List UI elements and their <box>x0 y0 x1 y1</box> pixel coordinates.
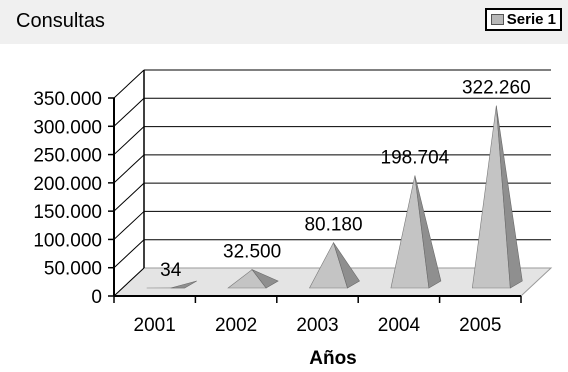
data-label: 34 <box>160 260 182 281</box>
y-tick-label: 50.000 <box>44 259 102 280</box>
data-label: 80.180 <box>304 215 362 236</box>
gridline-side <box>113 182 145 212</box>
gridline-side <box>113 154 145 184</box>
gridline-side <box>113 267 145 297</box>
pyramid-side-face <box>170 280 197 289</box>
legend: Serie 1 <box>484 8 562 31</box>
x-tick-label: 2002 <box>215 315 257 336</box>
x-axis-title: Años <box>309 348 357 369</box>
pyramid-side-face <box>251 268 279 289</box>
legend-label: Serie 1 <box>506 11 556 28</box>
y-tick-label: 250.000 <box>33 146 102 167</box>
y-tick-label: 300.000 <box>33 117 102 138</box>
legend-swatch <box>490 14 504 25</box>
pyramid-side-face <box>414 175 442 289</box>
x-tick-label: 2001 <box>134 315 176 336</box>
gridline-side <box>113 126 145 155</box>
gridline-side <box>113 97 145 127</box>
y-tick-label: 350.000 <box>33 89 102 110</box>
gridline-side <box>113 211 145 240</box>
x-tick-label: 2005 <box>459 315 501 336</box>
y-tick-label: 100.000 <box>33 230 102 251</box>
y-tick-label: 150.000 <box>33 202 102 223</box>
data-label: 32.500 <box>223 242 281 263</box>
pyramid-side-face <box>496 105 523 289</box>
pyramid-side-face <box>333 242 360 289</box>
y-tick-label: 200.000 <box>33 174 102 195</box>
x-tick-label: 2004 <box>378 315 421 336</box>
data-label: 198.704 <box>381 148 450 169</box>
gridline-side <box>113 239 145 269</box>
x-tick-label: 2003 <box>296 315 338 336</box>
gridline-side <box>113 69 145 99</box>
y-tick-label: 0 <box>91 287 102 308</box>
data-label: 322.260 <box>462 78 531 99</box>
title-bar: Consultas Serie 1 <box>0 0 568 44</box>
chart-title: Consultas <box>16 10 105 32</box>
